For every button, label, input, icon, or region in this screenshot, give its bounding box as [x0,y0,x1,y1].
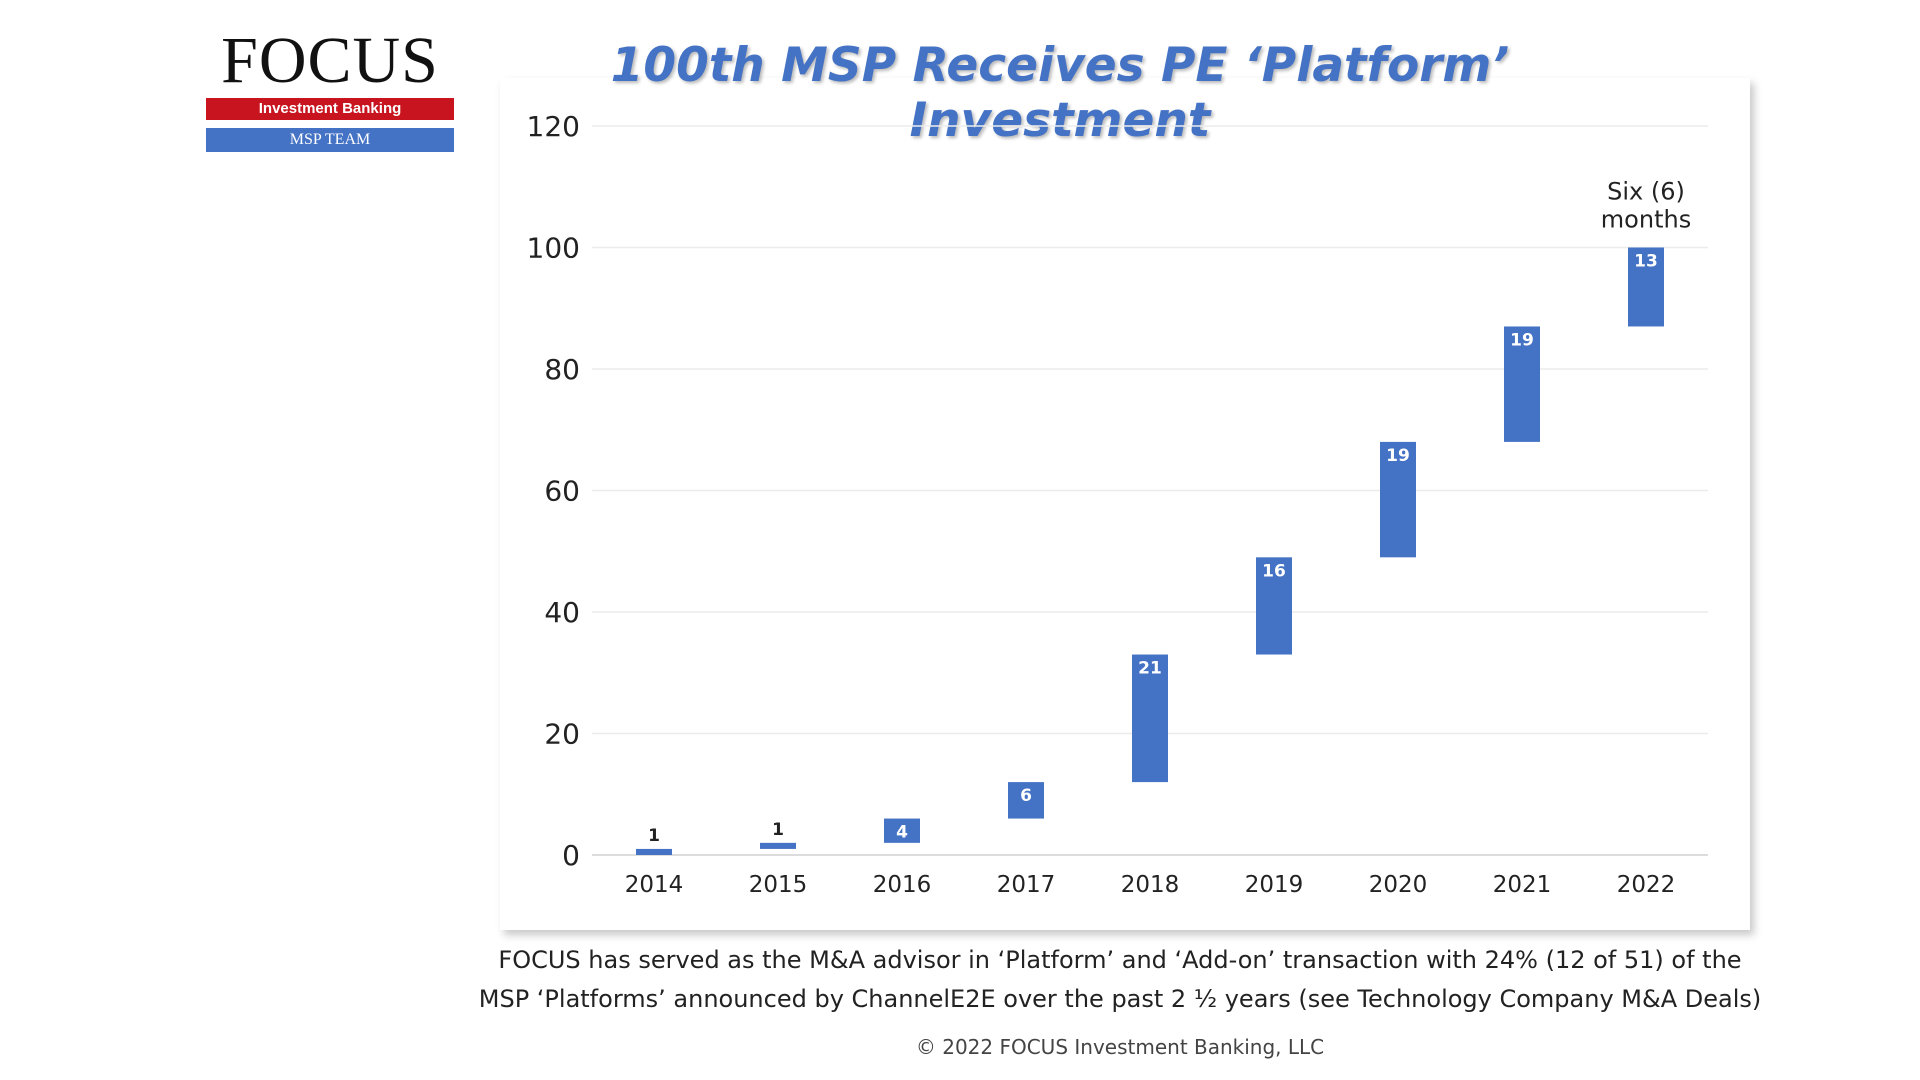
data-label-2021: 19 [1510,330,1534,350]
logo-team-label: MSP TEAM [206,128,454,152]
data-label-2015: 1 [772,820,784,840]
data-label-2020: 19 [1386,446,1410,466]
six-months-annotation: Six (6) months [1601,178,1691,234]
data-label-2018: 21 [1138,659,1162,679]
y-tick-label: 60 [544,475,580,508]
data-labels: 1 1 4 6 21 16 19 19 13 [648,252,1658,846]
logo-wordmark: FOCUS [221,24,439,97]
x-tick-label-2021: 2021 [1493,872,1552,898]
bar-2015 [760,842,796,849]
data-label-2016: 4 [896,823,908,843]
y-tick-label: 80 [544,353,580,386]
bar-2020 [1380,441,1416,558]
data-label-2022: 13 [1634,252,1658,272]
data-label-2014: 1 [648,826,660,846]
footnote-line-1: FOCUS has served as the M&A advisor in ‘… [498,946,1742,974]
bar-2022 [1628,247,1664,327]
x-tick-label-2018: 2018 [1121,872,1180,898]
data-label-2019: 16 [1262,561,1286,581]
y-tick-label: 40 [544,596,580,629]
copyright: © 2022 FOCUS Investment Banking, LLC [915,1035,1325,1059]
y-tick-label: 0 [562,839,580,872]
bar-2018 [1132,654,1168,783]
x-tick-label-2015: 2015 [749,872,808,898]
x-tick-label-2017: 2017 [997,872,1056,898]
x-tick-label-2022: 2022 [1617,872,1676,898]
bar-2021 [1504,326,1540,442]
x-tick-label-2016: 2016 [873,872,932,898]
logo-tagline: Investment Banking [206,98,454,120]
x-tick-label-2014: 2014 [625,872,684,898]
y-axis-tick-labels: 0 20 40 60 80 100 120 [527,110,580,872]
bar-2016 [884,818,920,843]
y-tick-label: 100 [527,232,580,265]
x-axis-tick-labels: 2014 2015 2016 2017 2018 2019 2020 2021 2022 [625,872,1676,898]
bar-2019 [1256,557,1292,655]
chart-panel [500,78,1750,930]
x-tick-label-2019: 2019 [1245,872,1304,898]
footnote: FOCUS has served as the M&A advisor in ‘… [470,941,1770,1019]
footnote-line-2: MSP ‘Platforms’ announced by ChannelE2E … [478,985,1762,1013]
y-tick-label: 120 [527,110,580,143]
bars [636,247,1664,855]
x-tick-label-2020: 2020 [1369,872,1428,898]
y-tick-label: 20 [544,718,580,751]
chart-title: 100th MSP Receives PE ‘Platform’ Investm… [610,38,1510,148]
bar-2014 [636,848,672,855]
data-label-2017: 6 [1020,786,1032,806]
bar-2017 [1008,782,1044,819]
focus-logo: FOCUS Investment Banking MSP TEAM [206,28,454,152]
